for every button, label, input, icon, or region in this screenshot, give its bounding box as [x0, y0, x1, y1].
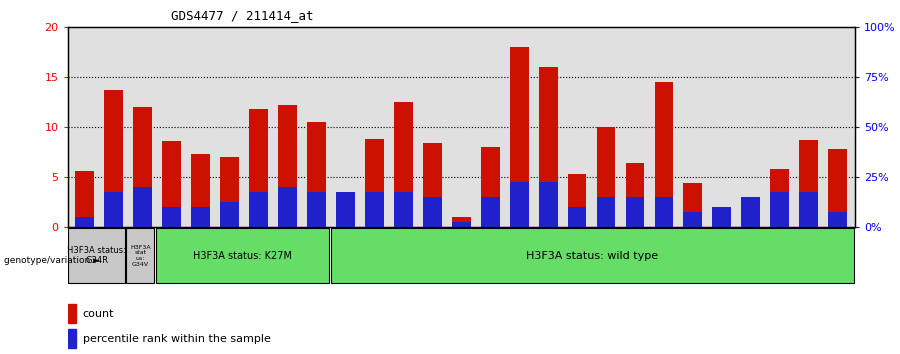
Bar [76, 171, 94, 227]
Bar [452, 222, 471, 227]
Bar [365, 192, 383, 227]
FancyBboxPatch shape [68, 228, 125, 283]
Bar [220, 201, 239, 227]
Bar [68, 304, 76, 323]
Bar [307, 121, 326, 227]
Bar [394, 192, 413, 227]
Bar [799, 192, 818, 227]
Bar [509, 182, 528, 227]
FancyBboxPatch shape [126, 228, 155, 283]
Bar [509, 46, 528, 227]
Bar [133, 107, 152, 227]
Bar [423, 143, 442, 227]
Bar [307, 192, 326, 227]
Bar [828, 212, 847, 227]
Text: H3F3A status:
G34R: H3F3A status: G34R [68, 246, 126, 266]
Text: GDS4477 / 211414_at: GDS4477 / 211414_at [171, 9, 313, 22]
FancyBboxPatch shape [156, 228, 329, 283]
Bar [68, 329, 76, 348]
Bar [626, 196, 644, 227]
Bar [192, 207, 210, 227]
Bar [104, 192, 123, 227]
Bar [654, 196, 673, 227]
Bar [278, 187, 297, 227]
Bar [423, 196, 442, 227]
Bar [713, 207, 731, 227]
Bar [683, 212, 702, 227]
Text: H3F3A
stat
us:
G34V: H3F3A stat us: G34V [130, 245, 150, 267]
Bar [654, 81, 673, 227]
Bar [597, 196, 616, 227]
Bar [799, 139, 818, 227]
Bar [742, 205, 760, 227]
FancyBboxPatch shape [330, 228, 854, 283]
Bar [568, 207, 587, 227]
Bar [336, 210, 355, 227]
Bar [452, 217, 471, 227]
Bar [365, 138, 383, 227]
Bar [568, 173, 587, 227]
Text: percentile rank within the sample: percentile rank within the sample [83, 333, 271, 344]
Bar [683, 183, 702, 227]
Bar [76, 217, 94, 227]
Bar [249, 109, 268, 227]
Bar [394, 102, 413, 227]
Text: H3F3A status: wild type: H3F3A status: wild type [526, 251, 659, 261]
Bar [539, 67, 557, 227]
Bar [336, 192, 355, 227]
Text: genotype/variation ►: genotype/variation ► [4, 256, 100, 265]
Bar [220, 156, 239, 227]
Bar [481, 196, 500, 227]
Bar [481, 147, 500, 227]
Bar [713, 212, 731, 227]
Text: H3F3A status: K27M: H3F3A status: K27M [193, 251, 292, 261]
Bar [162, 207, 181, 227]
Bar [742, 196, 760, 227]
Bar [770, 192, 789, 227]
Bar [162, 141, 181, 227]
Bar [626, 162, 644, 227]
Bar [278, 104, 297, 227]
Bar [597, 127, 616, 227]
Text: count: count [83, 309, 114, 319]
Bar [192, 154, 210, 227]
Bar [249, 192, 268, 227]
Bar [133, 187, 152, 227]
Bar [828, 149, 847, 227]
Bar [539, 182, 557, 227]
Bar [770, 169, 789, 227]
Bar [104, 90, 123, 227]
